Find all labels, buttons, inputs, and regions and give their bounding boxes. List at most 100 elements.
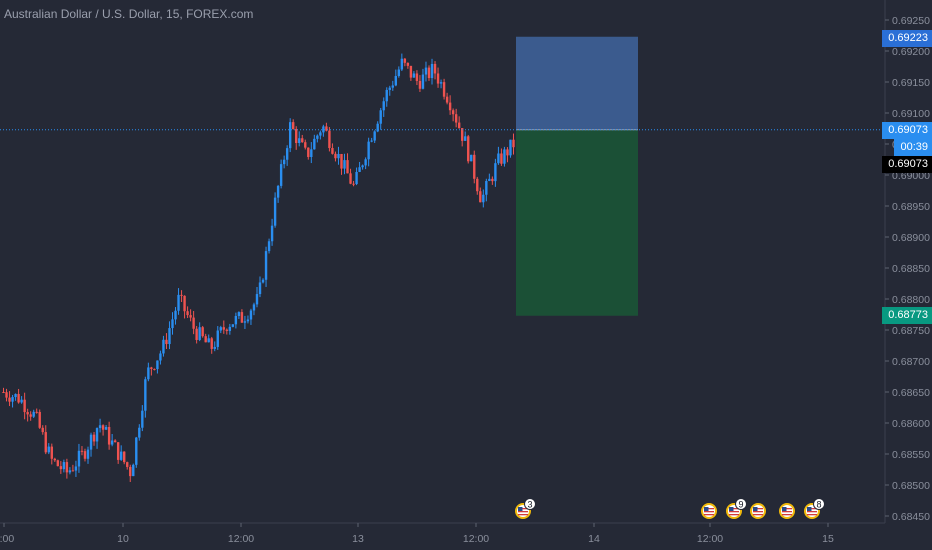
stop-price-tag: 0.68773 bbox=[882, 307, 932, 324]
candle-body bbox=[59, 466, 63, 470]
candle-body bbox=[168, 328, 171, 345]
candle-body bbox=[231, 324, 235, 327]
candle-body bbox=[433, 63, 437, 74]
candle-body bbox=[301, 138, 304, 143]
flag-canton bbox=[807, 507, 812, 511]
price-tick-label: 0.68800 bbox=[892, 294, 930, 306]
price-tick-label: 0.68750 bbox=[892, 325, 930, 337]
candle-body bbox=[473, 154, 476, 179]
candle-body bbox=[195, 328, 198, 340]
candle-body bbox=[442, 82, 446, 97]
chart-title: Australian Dollar / U.S. Dollar, 15, FOR… bbox=[4, 7, 254, 21]
candle-body bbox=[385, 89, 388, 102]
candle-body bbox=[26, 412, 29, 415]
candle-body bbox=[497, 153, 500, 164]
candle-body bbox=[264, 251, 268, 280]
candle-body bbox=[482, 194, 485, 203]
candle-body bbox=[367, 141, 370, 160]
candle-body bbox=[2, 392, 5, 393]
candle-body bbox=[373, 131, 376, 141]
us-flag-icon[interactable]: 9 bbox=[726, 498, 747, 520]
time-tick-label: 15 bbox=[822, 533, 834, 545]
candle-body bbox=[340, 153, 343, 169]
candle-body bbox=[460, 128, 464, 141]
candle-body bbox=[494, 163, 497, 182]
us-flag-icon[interactable]: 3 bbox=[515, 498, 536, 520]
us-flag-icon[interactable] bbox=[701, 503, 717, 519]
price-tick-label: 0.68900 bbox=[892, 232, 930, 244]
time-tick-label: 10 bbox=[117, 533, 129, 545]
candle-body bbox=[150, 367, 153, 369]
candle-body bbox=[144, 379, 147, 411]
candle-body bbox=[267, 241, 271, 252]
candle-body bbox=[213, 346, 216, 349]
candle-body bbox=[219, 327, 222, 331]
candle-body bbox=[126, 462, 129, 467]
candle-body bbox=[210, 338, 213, 349]
candle-body bbox=[237, 312, 241, 317]
candle-body bbox=[391, 85, 394, 88]
price-tick-label: 0.68950 bbox=[892, 201, 930, 213]
candle-body bbox=[500, 153, 503, 164]
candle-body bbox=[491, 178, 494, 182]
candle-body bbox=[349, 173, 352, 184]
flag-stripe bbox=[518, 508, 528, 510]
candle-body bbox=[50, 446, 53, 459]
candle-body bbox=[334, 153, 337, 159]
price-tick-label: 0.69200 bbox=[892, 46, 930, 58]
candle-body bbox=[171, 319, 174, 329]
flag-stripe bbox=[704, 508, 714, 510]
candle-body bbox=[276, 185, 280, 198]
candle-body bbox=[192, 317, 195, 329]
candle-body bbox=[107, 426, 111, 445]
candle-body bbox=[403, 58, 407, 63]
candle-body bbox=[35, 411, 38, 413]
candle-body bbox=[23, 399, 26, 413]
candle-body bbox=[201, 327, 204, 337]
candle-body bbox=[44, 432, 47, 453]
candle-body bbox=[29, 414, 32, 417]
candle-body bbox=[379, 110, 382, 124]
candle-body bbox=[159, 353, 162, 361]
stop-zone bbox=[516, 129, 638, 316]
candle-body bbox=[307, 147, 310, 157]
candle-body bbox=[397, 69, 401, 77]
price-tick-label: 0.68650 bbox=[892, 387, 930, 399]
candle-body bbox=[313, 138, 316, 150]
candle-body bbox=[406, 62, 410, 66]
candle-body bbox=[382, 101, 385, 111]
candle-body bbox=[246, 319, 250, 322]
time-tick-label: 2:00 bbox=[0, 533, 14, 545]
us-flag-icon[interactable] bbox=[779, 503, 795, 519]
candle-body bbox=[430, 63, 434, 79]
candle-body bbox=[445, 96, 449, 103]
candle-body bbox=[370, 140, 373, 142]
flag-canton bbox=[729, 507, 734, 511]
candle-body bbox=[424, 67, 428, 75]
candle-body bbox=[261, 279, 265, 283]
candle-body bbox=[509, 139, 512, 156]
candle-body bbox=[65, 462, 69, 473]
candle-body bbox=[361, 165, 364, 168]
us-flag-icon[interactable]: 8 bbox=[804, 498, 825, 520]
candle-body bbox=[147, 367, 150, 380]
candle-body bbox=[394, 76, 398, 86]
candle-body bbox=[234, 316, 238, 325]
us-flag-icon[interactable] bbox=[750, 503, 766, 519]
candle-body bbox=[177, 294, 180, 311]
candle-body bbox=[355, 171, 358, 185]
candle-body bbox=[457, 122, 461, 129]
flag-stripe bbox=[753, 508, 763, 510]
flag-stripe bbox=[704, 511, 714, 513]
candle-body bbox=[83, 451, 87, 459]
price-tick-label: 0.68600 bbox=[892, 418, 930, 430]
candle-body bbox=[240, 312, 244, 323]
price-tick-label: 0.68500 bbox=[892, 480, 930, 492]
flag-stripe bbox=[729, 508, 739, 510]
event-badge bbox=[524, 498, 536, 510]
candle-body bbox=[454, 114, 458, 123]
candle-body bbox=[207, 338, 210, 343]
candle-body bbox=[346, 160, 349, 174]
